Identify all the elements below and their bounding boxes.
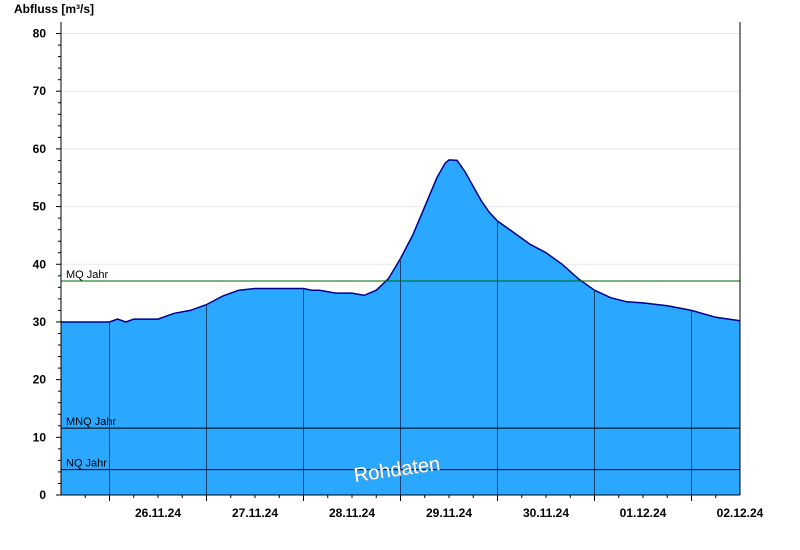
y-tick-label: 70: [33, 84, 47, 98]
y-axis-ticks: 0 10 20 30 40 50 60 70 80: [33, 27, 61, 502]
y-tick-label: 40: [33, 257, 47, 271]
x-tick-label: 02.12.24: [717, 506, 764, 520]
discharge-line: [61, 159, 741, 323]
y-tick-label: 10: [33, 430, 47, 444]
y-tick-label: 0: [39, 488, 46, 502]
y-tick-label: 80: [33, 27, 47, 41]
x-tick-label: 27.11.24: [232, 506, 278, 520]
x-axis-ticks: 26.11.24 27.11.24 28.11.24 29.11.24 30.11.24…: [84, 495, 764, 520]
reference-line-label: MNQ Jahr: [66, 416, 116, 428]
day-divider-lines: [109, 221, 692, 495]
x-tick-label: 29.11.24: [426, 506, 472, 520]
x-tick-label: 26.11.24: [135, 506, 181, 520]
reference-lines: MQ Jahr MNQ Jahr NQ Jahr: [61, 269, 740, 471]
y-tick-label: 30: [33, 315, 47, 329]
x-tick-label: 30.11.24: [523, 506, 569, 520]
y-tick-label: 20: [33, 373, 47, 387]
x-tick-label: 01.12.24: [620, 506, 667, 520]
y-tick-label: 60: [33, 142, 47, 156]
x-tick-label: 28.11.24: [329, 506, 375, 520]
reference-line-label: NQ Jahr: [66, 458, 107, 470]
y-tick-label: 50: [33, 200, 47, 214]
y-axis-title: Abfluss [m³/s]: [14, 2, 94, 16]
reference-line-label: MQ Jahr: [66, 269, 109, 281]
